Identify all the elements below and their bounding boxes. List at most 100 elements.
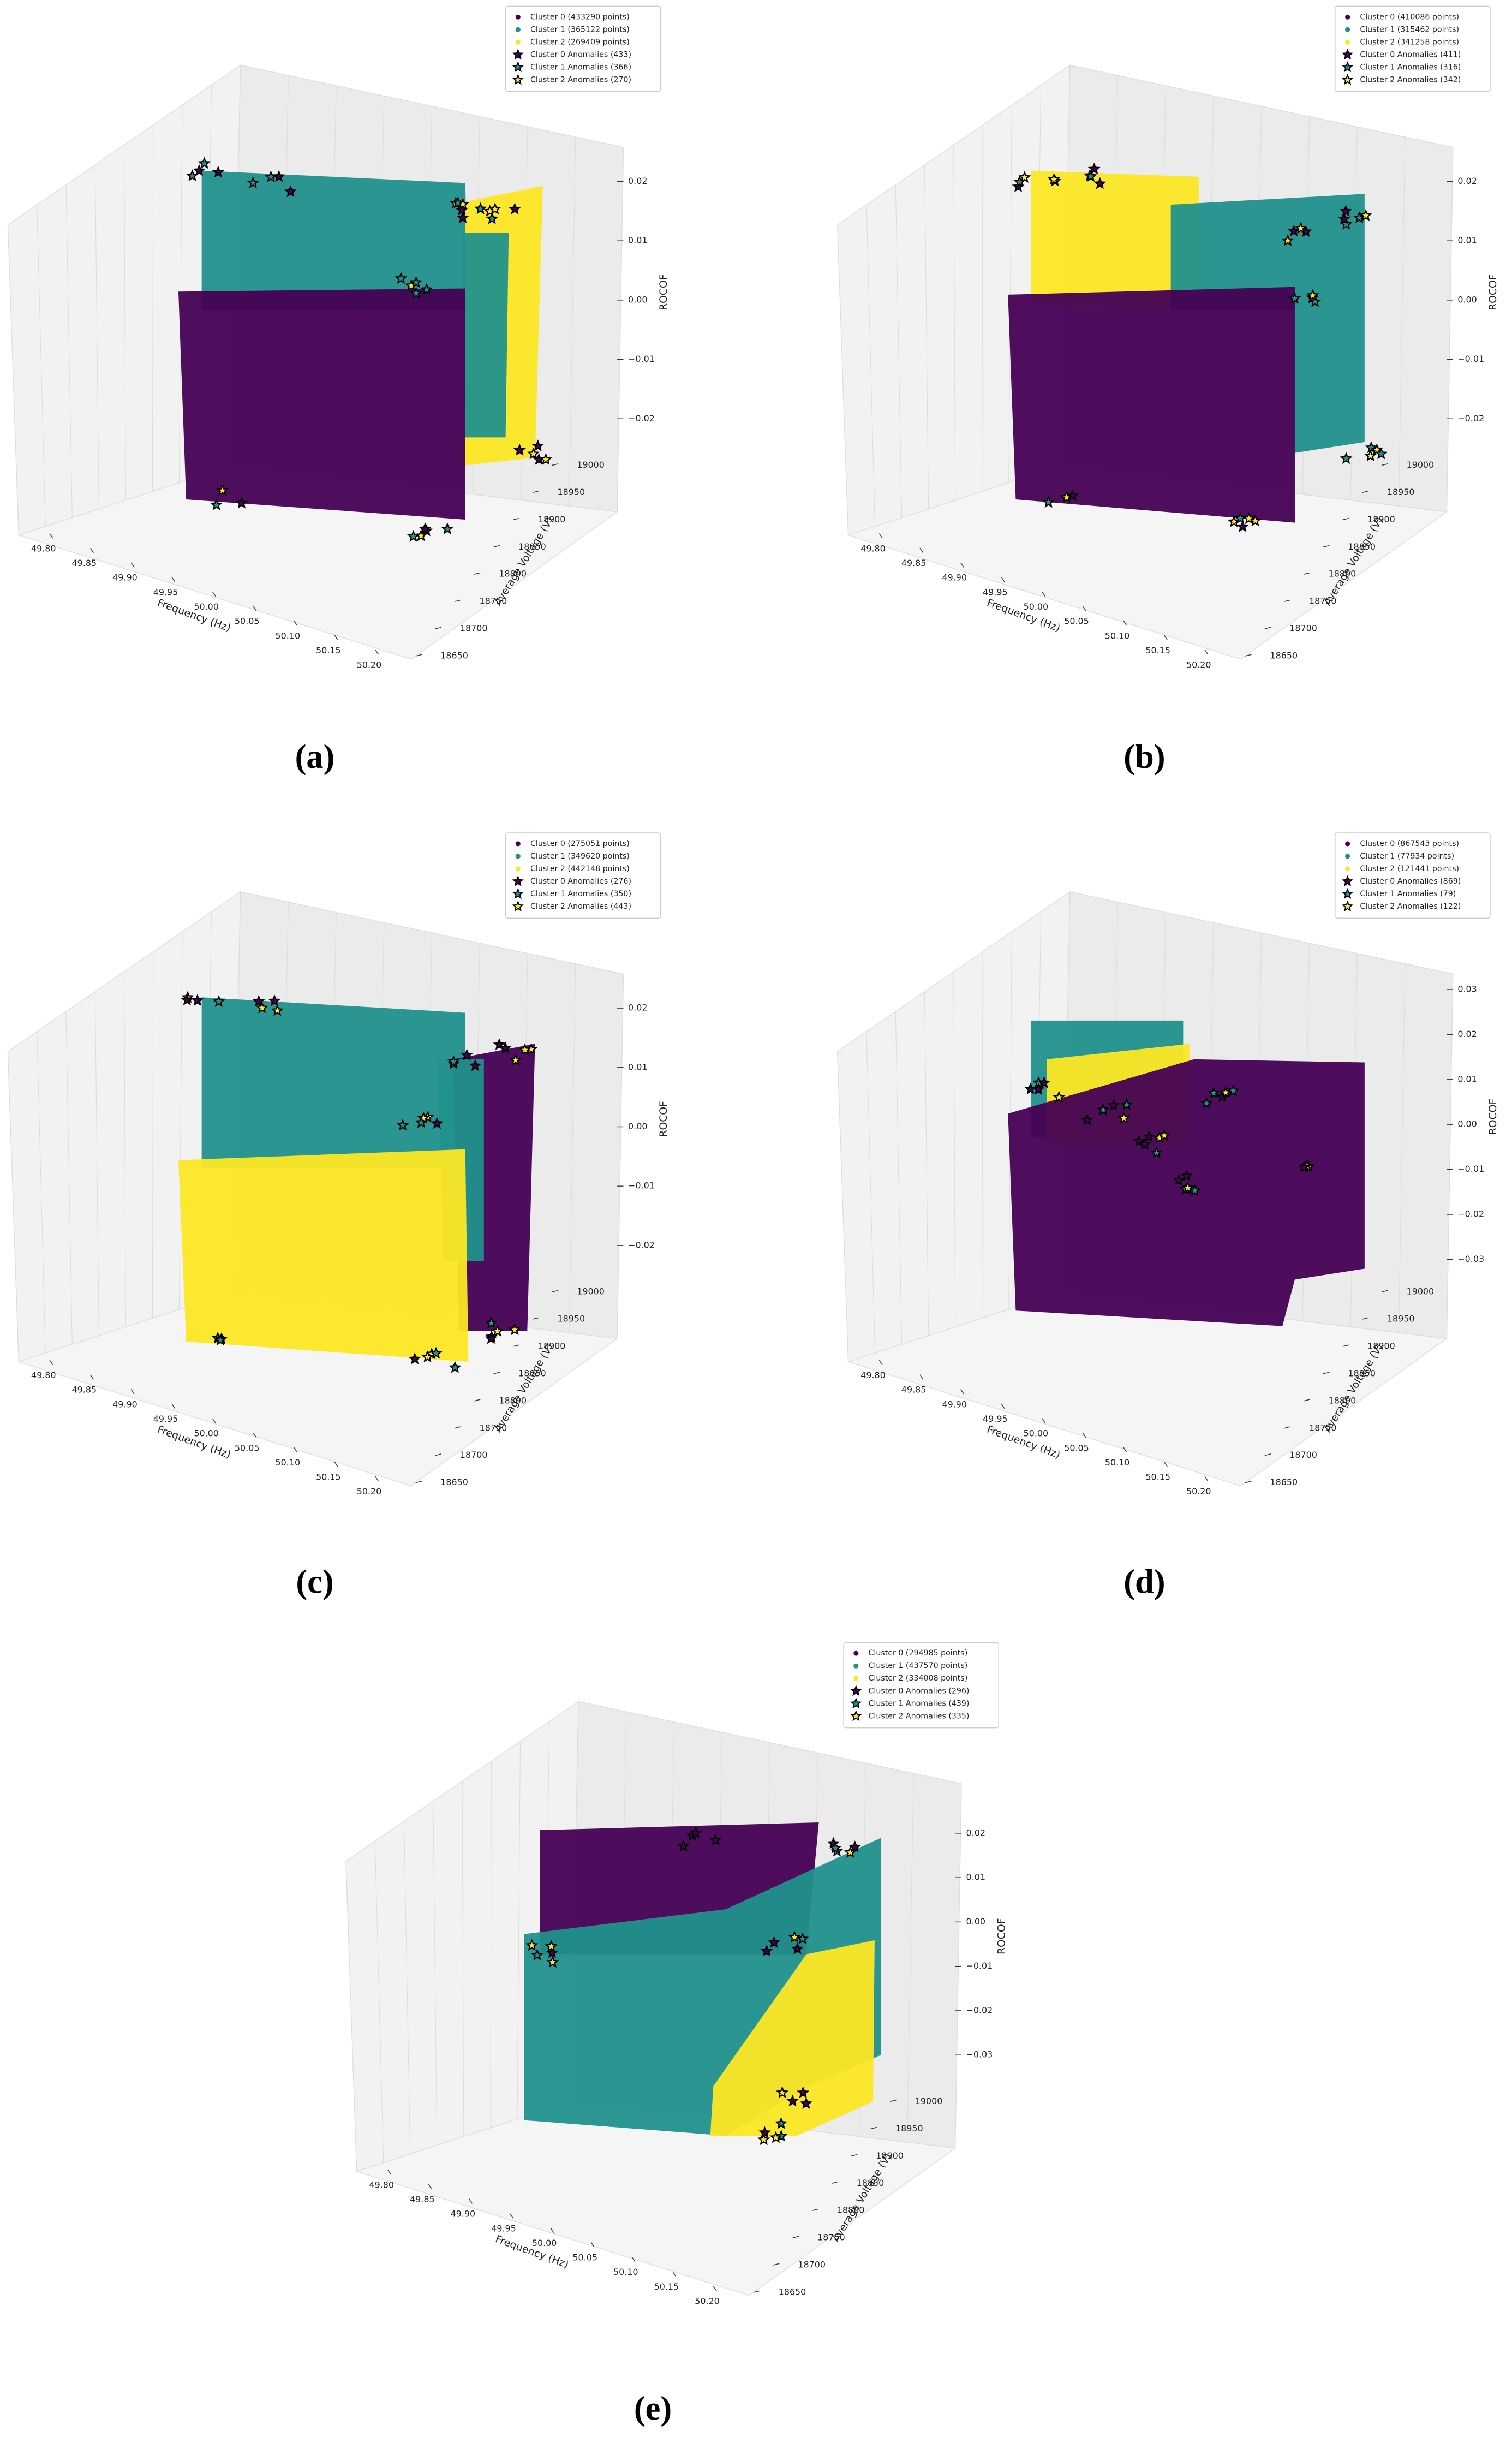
x-tick-label: 50.20 (695, 2296, 720, 2307)
x-tick (550, 2227, 554, 2233)
legend: Cluster 0 (275051 points) Cluster 1 (3496… (505, 832, 661, 919)
x-tick-label: 50.10 (276, 630, 301, 641)
anomaly-star (1227, 1084, 1240, 1097)
anomaly-star (775, 2117, 788, 2129)
pane-grid (1398, 963, 1406, 1333)
x-tick (253, 1432, 257, 1438)
y-tick-label: 18750 (1309, 1422, 1337, 1433)
anomaly-star (235, 496, 248, 509)
anomaly-star (776, 2086, 788, 2098)
y-tick (870, 2126, 877, 2130)
y-tick (792, 2236, 799, 2238)
anomaly-star (186, 169, 199, 181)
point-cloud (1008, 1059, 1365, 1326)
anomaly-star (829, 1841, 842, 1854)
y-tick-label: 18900 (538, 514, 566, 525)
anomaly-star (1158, 1129, 1171, 1141)
anomaly-star (212, 165, 225, 178)
legend-box (1335, 832, 1491, 919)
point-cloud (710, 1940, 875, 2136)
y-tick (1304, 1399, 1310, 1402)
y-tick (890, 2099, 897, 2102)
legend-marker (515, 866, 521, 872)
z-tick-label: −0.01 (1457, 1164, 1484, 1174)
x-tick (428, 2184, 432, 2190)
x-tick-label: 50.20 (1186, 1486, 1211, 1497)
legend-label: Cluster 2 Anomalies (335) (869, 1712, 970, 1720)
x-tick-label: 50.05 (235, 616, 260, 627)
anomaly-star (1018, 171, 1031, 183)
anomaly-star (415, 1116, 428, 1128)
anomaly-star (410, 276, 423, 288)
pane-grid (569, 963, 576, 1333)
subplot: 49.80 49.85 49.90 49.95 50.00 50.05 50.10 50.15… (836, 5, 1499, 776)
legend-label: Cluster 0 Anomalies (869) (1360, 877, 1461, 886)
x-tick-label: 50.20 (357, 1486, 382, 1497)
legend-label: Cluster 0 (275051 points) (530, 839, 630, 848)
y-tick (1342, 517, 1349, 521)
anomaly-star (1120, 1098, 1133, 1110)
x-tick-label: 49.85 (72, 1385, 97, 1395)
anomaly-star (1200, 1097, 1213, 1109)
anomaly-star (1337, 212, 1350, 225)
anomaly-star (1150, 1146, 1163, 1159)
legend-marker (853, 1650, 859, 1656)
z-tick-label: 0.00 (1457, 294, 1477, 305)
legend-marker (1345, 27, 1350, 32)
x-tick (1082, 606, 1086, 611)
y-tick-label: 18850 (518, 541, 546, 552)
anomaly-star (1038, 1076, 1051, 1088)
anomaly-star (509, 1053, 522, 1066)
legend-label: Cluster 2 Anomalies (270) (530, 75, 631, 84)
y-tick-label: 18750 (1309, 596, 1337, 606)
z-tick-label: 0.01 (1457, 1074, 1477, 1084)
x-tick (1042, 591, 1046, 597)
panel-label: (b) (1123, 737, 1165, 776)
point-cloud (178, 1149, 469, 1362)
pane-grid (152, 125, 154, 492)
y-tick (1323, 1372, 1330, 1374)
anomaly-star (1236, 520, 1249, 532)
x-tick-label: 49.80 (369, 2179, 394, 2190)
y-tick-label: 18700 (460, 623, 488, 634)
x-tick (130, 1389, 135, 1395)
legend-marker (1345, 14, 1350, 20)
y-tick-label: 18800 (1329, 569, 1356, 579)
anomaly-star (1084, 170, 1097, 182)
anomaly-star (216, 484, 229, 496)
y-tick (513, 517, 519, 521)
panel-label: (d) (1123, 1563, 1165, 1601)
x-tick-label: 50.15 (1145, 1472, 1170, 1482)
z-tick-label: 0.02 (966, 1827, 985, 1838)
legend-label: Cluster 1 (365122 points) (530, 25, 630, 34)
anomaly-star (420, 283, 433, 295)
y-tick-label: 18800 (499, 569, 527, 579)
legend-label: Cluster 1 Anomalies (79) (1360, 890, 1456, 898)
legend: Cluster 0 (433290 points) Cluster 1 (3651… (505, 5, 661, 92)
anomaly-star (1181, 1181, 1194, 1194)
y-tick-label: 18900 (1367, 1340, 1395, 1351)
pane-grid (866, 205, 876, 527)
anomaly-star (769, 2131, 782, 2143)
legend-marker (512, 875, 524, 886)
y-tick-label: 18950 (558, 1314, 585, 1324)
y-tick-label: 18750 (817, 2232, 845, 2243)
x-tick-label: 50.00 (532, 2238, 557, 2248)
y-tick-label: 18650 (1270, 1477, 1298, 1487)
anomaly-star (1117, 1111, 1131, 1124)
legend-marker (515, 841, 521, 847)
x-tick-label: 50.00 (194, 1428, 219, 1439)
y-tick (1362, 490, 1368, 493)
y-tick (415, 654, 422, 657)
legend-label: Cluster 2 (341258 points) (1360, 38, 1459, 46)
z-tick-label: 0.01 (966, 1872, 985, 1882)
legend: Cluster 0 (410086 points) Cluster 1 (3154… (1335, 5, 1491, 92)
y-tick-label: 18650 (440, 1477, 468, 1487)
z-tick-label: −0.02 (966, 2005, 993, 2015)
pane-grid (953, 145, 956, 500)
legend-marker (512, 74, 524, 85)
legend-marker (1342, 900, 1354, 911)
y-tick (532, 490, 539, 493)
anomaly-star (786, 2094, 799, 2107)
z-tick-label: 0.00 (628, 294, 647, 305)
